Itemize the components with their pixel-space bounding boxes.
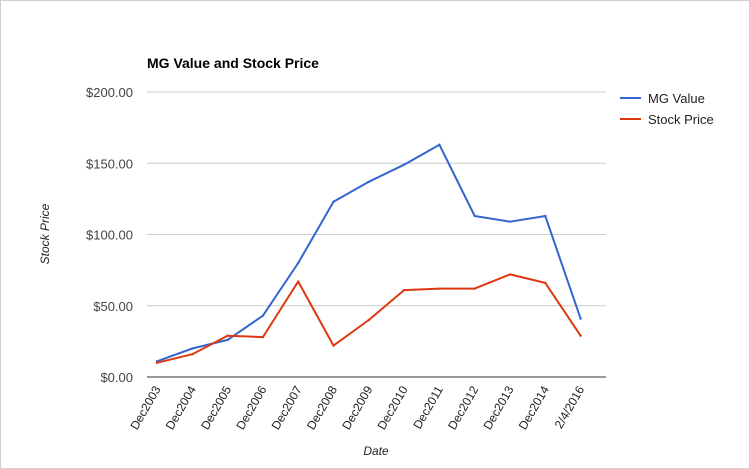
x-tick-label: Dec2010 bbox=[375, 383, 411, 432]
x-axis-ticks: Dec2003 Dec2004 Dec2005 Dec2006 Dec2007 Dec20… bbox=[127, 383, 587, 432]
data-point-stock-price bbox=[367, 318, 370, 322]
data-point-stock-price bbox=[332, 344, 335, 347]
data-point-mg-value bbox=[579, 317, 582, 320]
data-point-mg-value bbox=[367, 180, 370, 183]
x-tick-label: Dec2003 bbox=[127, 383, 163, 432]
data-point-stock-price bbox=[544, 281, 547, 285]
x-tick-label: Dec2006 bbox=[233, 383, 269, 432]
data-point-mg-value bbox=[297, 261, 300, 265]
grid bbox=[147, 91, 606, 378]
data-point-stock-price bbox=[579, 334, 582, 337]
x-tick-label: Dec2014 bbox=[516, 383, 552, 432]
legend: MG Value Stock Price bbox=[620, 91, 714, 127]
data-point-stock-price bbox=[508, 273, 512, 276]
data-point-mg-value bbox=[508, 220, 512, 223]
x-tick-label: 2/4/2016 bbox=[552, 383, 588, 431]
x-tick-label: Dec2007 bbox=[269, 383, 305, 432]
data-point-mg-value bbox=[473, 214, 476, 218]
data-point-mg-value bbox=[226, 338, 229, 342]
data-point-stock-price bbox=[438, 287, 441, 290]
y-axis-title: Stock Price bbox=[38, 203, 52, 264]
data-point-stock-price bbox=[261, 335, 265, 339]
x-tick-label: Dec2012 bbox=[445, 383, 481, 432]
y-tick-label: $100.00 bbox=[86, 228, 133, 243]
series-line-mg-value bbox=[156, 143, 582, 363]
chart-title: MG Value and Stock Price bbox=[147, 55, 319, 71]
data-point-mg-value bbox=[544, 214, 547, 218]
data-point-mg-value bbox=[332, 200, 335, 203]
data-point-mg-value bbox=[261, 314, 265, 317]
x-tick-label: Dec2011 bbox=[410, 383, 446, 431]
y-tick-label: $0.00 bbox=[100, 370, 133, 385]
y-tick-label: $50.00 bbox=[93, 299, 133, 314]
x-tick-label: Dec2009 bbox=[339, 383, 375, 432]
series-line-stock-price bbox=[156, 273, 582, 364]
data-point-stock-price bbox=[226, 334, 229, 337]
data-point-mg-value bbox=[191, 347, 194, 350]
data-point-stock-price bbox=[402, 288, 406, 292]
x-tick-label: Dec2004 bbox=[163, 383, 199, 432]
data-point-stock-price bbox=[155, 361, 159, 364]
data-point-stock-price bbox=[473, 287, 476, 290]
data-point-stock-price bbox=[297, 280, 300, 283]
x-tick-label: Dec2013 bbox=[480, 383, 516, 432]
y-tick-label: $200.00 bbox=[86, 85, 133, 100]
x-axis-title: Date bbox=[363, 444, 389, 458]
legend-label: MG Value bbox=[648, 91, 705, 106]
data-point-mg-value bbox=[402, 163, 406, 166]
series-lines bbox=[155, 143, 582, 364]
legend-label: Stock Price bbox=[648, 112, 714, 127]
data-point-mg-value bbox=[438, 143, 441, 146]
y-axis-ticks: $0.00 $50.00 $100.00 $150.00 $200.00 bbox=[86, 85, 133, 385]
x-tick-label: Dec2005 bbox=[198, 383, 234, 432]
x-tick-label: Dec2008 bbox=[304, 383, 340, 432]
data-point-stock-price bbox=[191, 353, 194, 356]
y-tick-label: $150.00 bbox=[86, 156, 133, 171]
